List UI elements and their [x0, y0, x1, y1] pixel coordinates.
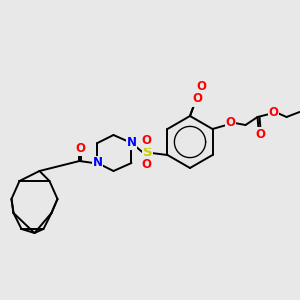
Text: N: N — [92, 157, 103, 169]
Text: O: O — [142, 158, 152, 172]
Text: O: O — [256, 128, 266, 140]
Text: O: O — [226, 116, 236, 130]
Text: O: O — [142, 134, 152, 148]
Text: O: O — [192, 92, 202, 104]
Text: O: O — [191, 94, 201, 106]
Text: O: O — [268, 106, 278, 119]
Text: N: N — [127, 136, 136, 149]
Text: O: O — [196, 80, 206, 94]
Text: O: O — [76, 142, 85, 155]
Text: S: S — [143, 146, 152, 160]
